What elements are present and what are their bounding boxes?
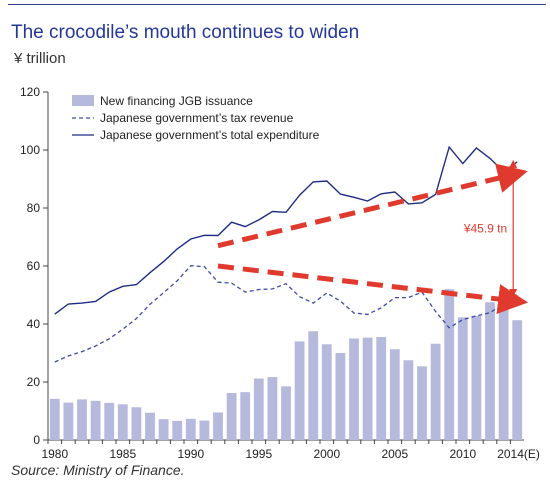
bar [403,360,414,440]
unit-label: ¥ trillion [14,50,66,67]
bar [308,331,319,440]
bars-jgb-issuance [49,289,523,440]
bar [267,377,278,440]
x-tick-label: 2005 [381,447,408,461]
bar [430,343,441,440]
trend-arrow-expenditure [217,163,528,249]
bar [240,392,251,440]
y-tick-label: 80 [27,201,41,215]
bar [321,344,332,440]
bar [335,353,346,440]
y-tick-label: 0 [33,433,40,447]
x-tick-label: 2014(E) [497,447,540,461]
source-note: Source: Ministry of Finance. [11,462,185,478]
y-tick-label: 120 [20,85,40,99]
bar [417,366,427,440]
y-tick-label: 40 [27,317,41,331]
legend-label: Japanese government’s total expenditure [100,128,320,142]
trend-arrow-revenue [217,263,529,314]
legend: New financing JGB issuance Japanese gover… [72,94,320,142]
x-tick-label: 2010 [449,447,476,461]
bar [63,402,74,440]
bar [158,419,169,440]
bar [471,315,482,440]
bar [294,341,305,440]
y-tick-label: 20 [27,375,41,389]
bar [485,302,495,440]
top-rule [8,4,546,5]
bar [512,320,523,440]
bar [376,337,387,440]
legend-swatch-jgb [72,95,94,106]
bar [362,337,373,440]
lines [54,145,518,363]
legend-label: Japanese government’s tax revenue [100,111,294,125]
x-tick-label: 2000 [313,447,340,461]
bar [77,399,87,440]
bar [498,309,509,440]
bar [389,349,400,440]
y-tick-label: 60 [27,259,41,273]
legend-label: New financing JGB issuance [100,94,253,108]
gap-label: ¥45.9 tn [463,221,507,235]
x-tick-label: 1995 [245,447,272,461]
bar [253,378,264,440]
bar [199,420,210,440]
y-tick-label: 100 [20,143,40,157]
tax-revenue-line [54,265,518,363]
x-tick-label: 1990 [177,447,204,461]
total-expenditure-line [54,145,518,315]
bar [49,398,60,440]
bar [131,407,142,440]
bar [349,338,359,440]
bar [444,289,455,440]
bar [226,393,237,440]
bar [213,412,223,440]
bar [104,402,115,440]
x-tick-label: 1980 [41,447,68,461]
bar [281,386,291,440]
bar [185,418,196,440]
x-tick-label: 1985 [109,447,136,461]
bar [117,404,128,440]
bar [457,317,468,440]
bar [145,412,155,440]
chart-title: The crocodile’s mouth continues to widen [11,22,360,43]
bar [172,420,183,440]
bar [90,400,101,440]
annotations: ¥45.9 tn [217,159,529,314]
